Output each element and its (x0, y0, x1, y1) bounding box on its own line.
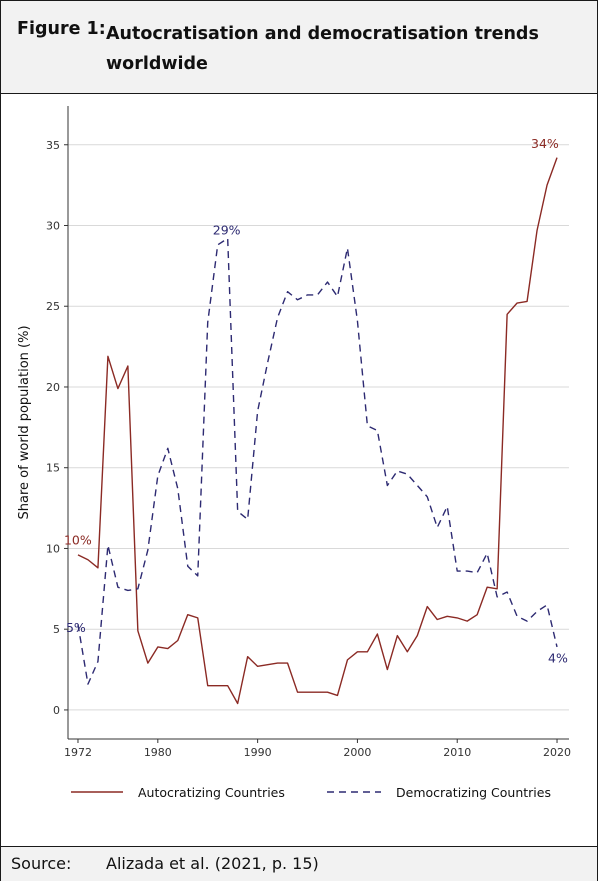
y-tick-label: 10 (46, 542, 60, 555)
annotation-label: 29% (213, 223, 241, 238)
x-tick-label: 2000 (343, 746, 371, 759)
annotation-label: 4% (548, 650, 568, 665)
y-tick-label: 30 (46, 219, 60, 232)
legend-label-autocratizing: Autocratizing Countries (138, 785, 285, 800)
series-line-autocratizing (77, 157, 558, 705)
legend-label-democratizing: Democratizing Countries (396, 785, 551, 800)
figure-label: Figure 1: (17, 19, 106, 39)
y-tick-label: 15 (46, 462, 60, 475)
source-footer: Source: Alizada et al. (2021, p. 15) (1, 846, 597, 881)
source-citation: Alizada et al. (2021, p. 15) (106, 854, 319, 873)
line-chart: 0 5 10 15 20 25 30 35 1972 1980 1990 2000 2010 2020 Sh… (17, 106, 571, 800)
source-label: Source: (11, 854, 72, 873)
y-axis-title: Share of world population (%) (17, 325, 32, 519)
x-tick-label: 2020 (543, 746, 571, 759)
y-tick-label: 25 (46, 300, 60, 313)
annotation-label: 10% (64, 532, 92, 547)
y-tick-label: 35 (46, 139, 60, 152)
y-tick-label: 0 (53, 704, 60, 717)
annotation-label: 5% (66, 620, 86, 635)
annotation-label: 34% (531, 136, 559, 151)
figure-title: Autocratisation and democratisation tren… (106, 24, 539, 74)
y-tick-label: 5 (53, 623, 60, 636)
series-line-democratizing (77, 237, 558, 685)
figure-header: Figure 1: Autocratisation and democratis… (1, 1, 597, 94)
x-tick-label: 2010 (443, 746, 471, 759)
x-tick-label: 1972 (64, 746, 92, 759)
x-tick-label: 1980 (144, 746, 172, 759)
y-tick-label: 20 (46, 381, 60, 394)
x-tick-label: 1990 (244, 746, 272, 759)
